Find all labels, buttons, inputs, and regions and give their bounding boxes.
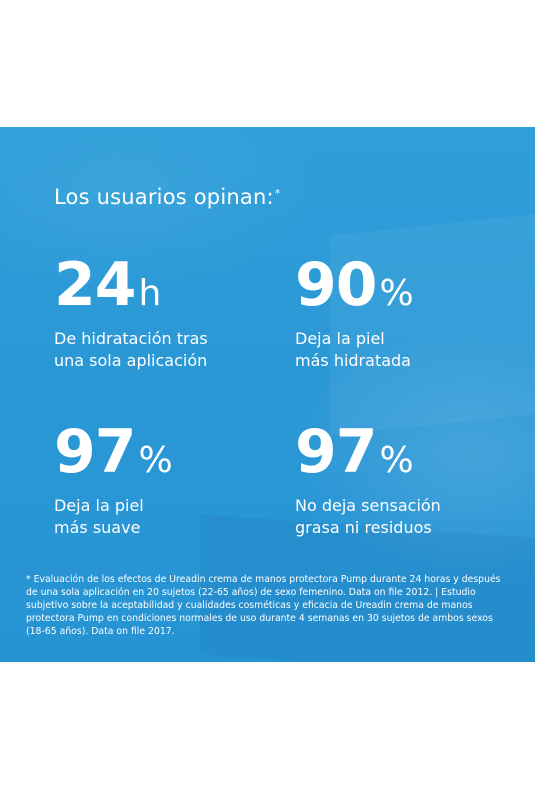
stat-desc-line: Deja la piel [54,496,144,515]
stat-unit: h [138,273,162,314]
stat-desc-line: grasa ni residuos [295,518,432,537]
heading-text: Los usuarios opinan: [54,185,274,209]
stat-value: 90% [295,255,414,324]
footnote-marker: * [274,187,281,200]
stat-description: No deja sensación grasa ni residuos [295,495,441,539]
stat-softer-skin: 97% Deja la piel más suave [54,422,173,539]
stat-unit: % [138,440,173,481]
stat-number: 97 [295,417,377,487]
stat-number: 90 [295,250,377,320]
stat-more-hydrated: 90% Deja la piel más hidratada [295,255,414,372]
stat-desc-line: más suave [54,518,141,537]
stat-number: 97 [54,417,136,487]
stat-description: Deja la piel más suave [54,495,172,539]
stat-unit: % [379,440,414,481]
stat-value: 24h [54,255,208,324]
stat-desc-line: De hidratación tras [54,329,208,348]
panel-heading: Los usuarios opinan:* [54,185,280,209]
stat-value: 97% [295,422,441,491]
stat-unit: % [379,273,414,314]
stat-description: Deja la piel más hidratada [295,328,413,372]
stat-description: De hidratación tras una sola aplicación [54,328,208,372]
footnote-text: * Evaluación de los efectos de Ureadin c… [26,574,501,637]
promo-panel: Los usuarios opinan:* 24h De hidratación… [0,127,535,662]
stat-number: 24 [54,250,136,320]
stat-value: 97% [54,422,173,491]
stat-desc-line: No deja sensación [295,496,441,515]
stat-desc-line: Deja la piel [295,329,385,348]
background-sheen [0,127,535,662]
stat-hydration-hours: 24h De hidratación tras una sola aplicac… [54,255,208,372]
stat-desc-line: más hidratada [295,351,411,370]
stat-desc-line: una sola aplicación [54,351,208,370]
stat-non-greasy: 97% No deja sensación grasa ni residuos [295,422,441,539]
